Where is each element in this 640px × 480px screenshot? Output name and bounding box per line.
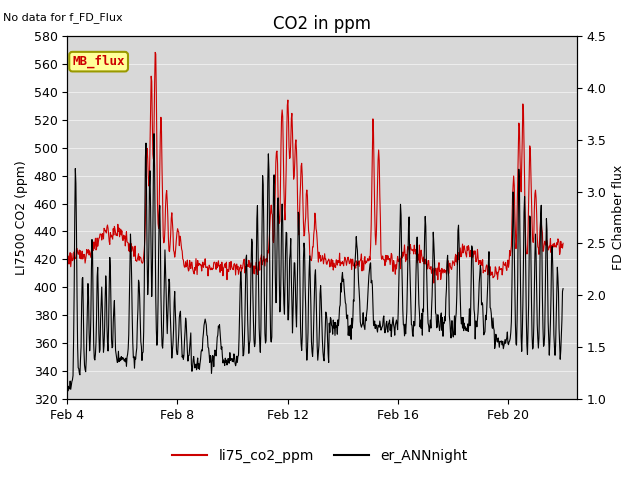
Legend: li75_co2_ppm, er_ANNnight: li75_co2_ppm, er_ANNnight	[167, 443, 473, 468]
Text: No data for f_FD_Flux: No data for f_FD_Flux	[3, 12, 123, 23]
Y-axis label: LI7500 CO2 (ppm): LI7500 CO2 (ppm)	[15, 160, 28, 275]
Y-axis label: FD Chamber flux: FD Chamber flux	[612, 165, 625, 270]
Title: CO2 in ppm: CO2 in ppm	[273, 15, 371, 33]
Text: MB_flux: MB_flux	[72, 55, 125, 68]
